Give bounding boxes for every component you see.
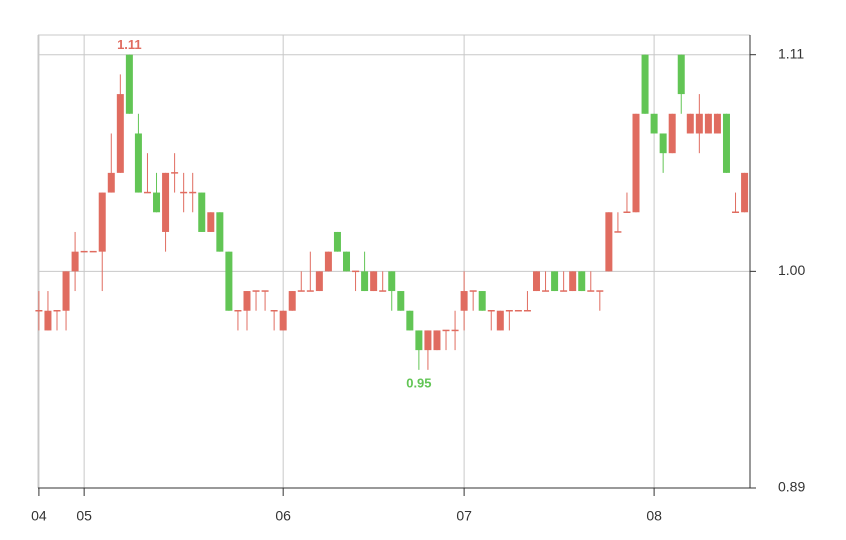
candle-body — [532, 271, 540, 292]
candle-body — [686, 113, 694, 134]
candle-body — [578, 271, 586, 292]
candle-body — [134, 133, 142, 193]
candle-body — [361, 271, 369, 292]
y-tick-label: 1.00 — [778, 262, 805, 278]
candle-body — [650, 113, 658, 134]
candle-body — [496, 310, 504, 331]
candle-body — [397, 291, 405, 311]
candle-body — [343, 251, 351, 272]
candle-body — [243, 291, 251, 311]
candle-body — [333, 231, 341, 252]
candle-body — [288, 291, 296, 311]
candle-body — [632, 113, 640, 213]
candle-body — [433, 330, 441, 351]
candle-body — [551, 271, 559, 292]
candle-body — [207, 212, 215, 232]
candle-body — [116, 94, 124, 173]
y-tick-label: 1.11 — [778, 45, 804, 61]
candle-body — [279, 310, 287, 331]
candle-body — [153, 192, 161, 213]
candle-body — [478, 291, 486, 311]
candle-body — [62, 271, 70, 311]
x-tick-label: 04 — [31, 508, 47, 524]
candle-body — [668, 113, 676, 154]
candle-body — [641, 54, 649, 114]
candle-body — [415, 330, 423, 351]
candle-body — [71, 251, 79, 272]
candle-body — [125, 54, 133, 114]
candle-body — [713, 113, 721, 134]
candle-body — [704, 113, 712, 134]
candle-body — [424, 330, 432, 351]
candle-body — [460, 291, 468, 311]
candle-body — [695, 113, 703, 134]
candle-body — [406, 310, 414, 331]
candle-body — [722, 113, 730, 173]
candle-body — [388, 271, 396, 292]
candle-body — [315, 271, 323, 292]
candle-body — [107, 172, 115, 193]
annotation: 1.11 — [117, 37, 142, 52]
x-tick-label: 06 — [275, 508, 291, 524]
candle-body — [659, 133, 667, 154]
x-tick-label: 08 — [646, 508, 662, 524]
candle-body — [569, 271, 577, 292]
candle-body — [677, 54, 685, 95]
candle-body — [370, 271, 378, 292]
x-tick-label: 07 — [456, 508, 472, 524]
candle-body — [324, 251, 332, 272]
candle-body — [162, 172, 170, 232]
annotation: 0.95 — [406, 375, 431, 390]
y-tick-label: 0.89 — [778, 479, 805, 495]
candle-body — [98, 192, 106, 252]
x-tick-label: 05 — [76, 508, 92, 524]
candle-body — [198, 192, 206, 232]
candle-body — [225, 251, 233, 311]
candle-body — [216, 212, 224, 252]
candle-body — [605, 212, 613, 272]
candle-body — [44, 310, 52, 331]
candle-body — [741, 172, 749, 213]
